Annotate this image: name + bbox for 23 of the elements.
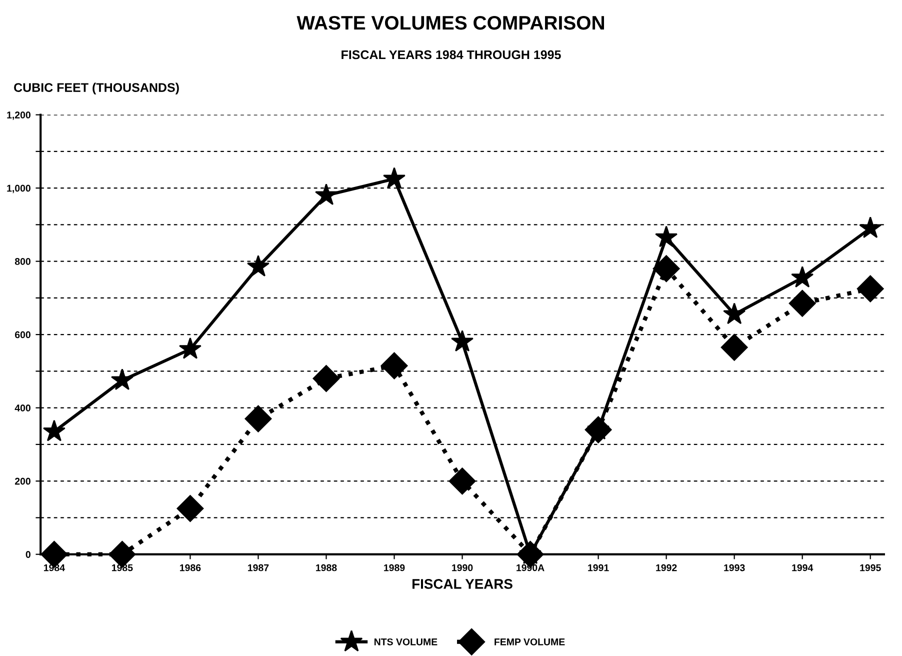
x-tick-label: 1994 [792,564,814,572]
y-axis-title: CUBIC FEET (THOUSANDS) [14,82,179,94]
y-tick-label: 1,000 [7,184,30,194]
x-axis-title: FISCAL YEARS [412,579,512,589]
chart-title: WASTE VOLUMES COMPARISON [296,16,604,30]
x-tick-label: 1986 [180,564,201,572]
x-tick-label: 1995 [860,564,881,572]
x-tick-label: 1987 [248,564,269,572]
y-tick-label: 400 [14,404,30,412]
y-tick-label: 0 [26,551,30,558]
y-tick-label: 200 [14,478,30,485]
y-tick-label: 800 [14,258,30,265]
x-tick-label: 1993 [724,564,745,572]
x-tick-label: 1992 [656,564,677,572]
legend-label: FEMP VOLUME [494,638,565,646]
x-tick-label: 1989 [384,564,405,572]
y-tick-label: 1,200 [7,112,30,120]
chart-subtitle: FISCAL YEARS 1984 THROUGH 1995 [342,50,561,60]
y-tick-label: 600 [15,331,30,338]
x-tick-label: 1991 [588,564,609,572]
x-tick-label: 1988 [316,564,337,572]
legend-label: NTS VOLUME [374,638,438,646]
x-tick-label: 1990 [452,564,473,572]
